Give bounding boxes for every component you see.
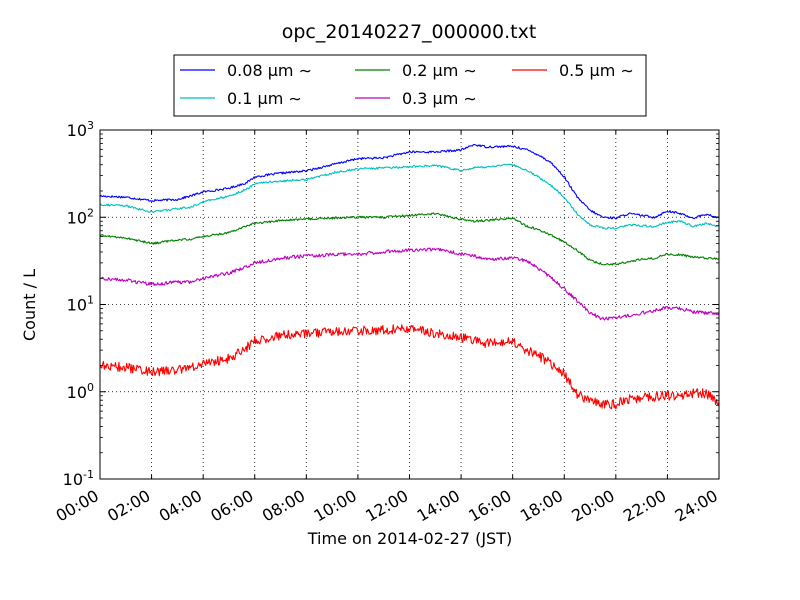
plot-background [100,130,719,479]
legend-label: 0.2 μm ∼ [402,61,477,80]
legend-label: 0.3 μm ∼ [402,89,477,108]
y-tick-label: 102 [67,206,94,227]
legend-label: 0.5 μm ∼ [559,61,634,80]
series-line-2 [100,163,719,230]
legend-label: 0.08 μm ∼ [227,61,312,80]
x-axis-label: Time on 2014-02-27 (JST) [307,529,512,548]
y-tick-label: 103 [67,119,94,140]
series-line-4 [100,247,719,321]
y-tick-labels: 10-1 100 101 102 103 [63,119,94,489]
y-tick-label: 10-1 [63,468,94,489]
legend: 0.08 μm ∼ 0.1 μm ∼ 0.2 μm ∼ 0.3 μm ∼ 0.5 μm … [173,54,647,117]
y-tick-label: 101 [67,294,94,315]
series-layer [100,143,719,410]
y-tick-label: 100 [67,381,94,402]
plot-frame [99,129,720,480]
legend-frame [173,54,647,117]
plot-area [99,129,720,480]
chart-title: opc_20140227_000000.txt [282,21,537,43]
legend-label: 0.1 μm ∼ [227,89,302,108]
series-line-5 [100,324,719,410]
y-axis-label: Count / L [20,269,39,341]
series-line-3 [100,212,719,266]
series-line-1 [100,143,719,220]
